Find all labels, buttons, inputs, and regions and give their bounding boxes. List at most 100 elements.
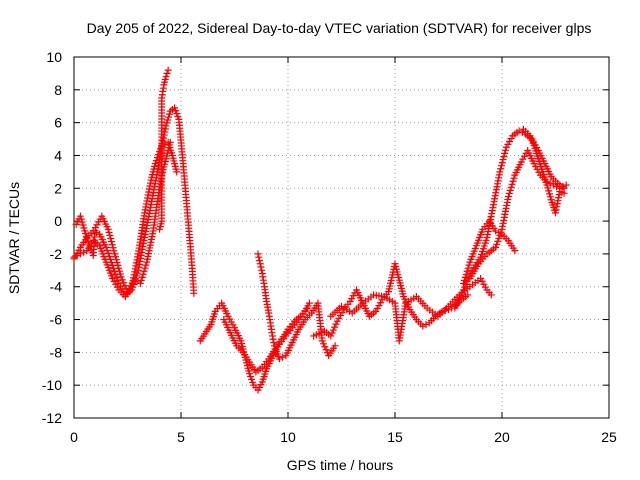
data-point <box>136 279 144 287</box>
y-axis-ticks: -12 -10 -8 -6 -4 -2 0 2 4 6 8 10 <box>42 49 609 426</box>
data-point <box>256 260 264 268</box>
data-point <box>331 342 339 350</box>
data-point <box>554 197 562 205</box>
y-tick-label: -4 <box>50 279 63 295</box>
data-point <box>327 332 335 340</box>
x-tick: 20 <box>494 57 510 445</box>
data-point <box>552 206 560 214</box>
data-point <box>164 116 172 124</box>
data-point <box>501 149 509 157</box>
data-point <box>461 273 469 281</box>
data-point <box>173 168 181 176</box>
data-point <box>504 192 512 200</box>
data-point <box>120 279 128 287</box>
data-point <box>518 128 526 136</box>
data-point <box>329 326 337 334</box>
data-point <box>506 186 514 194</box>
data-point <box>190 289 198 297</box>
x-tick-label: 15 <box>387 429 403 445</box>
data-point <box>138 273 146 281</box>
y-tick-label: -10 <box>42 377 62 393</box>
data-point <box>509 177 517 185</box>
data-point <box>165 113 173 121</box>
data-point <box>163 69 171 77</box>
data-point <box>546 193 554 201</box>
data-point <box>114 276 122 284</box>
data-point <box>80 224 88 232</box>
data-point <box>498 159 506 167</box>
data-point <box>493 240 501 248</box>
data-point <box>107 235 115 243</box>
data-point <box>105 228 113 236</box>
data-point <box>492 243 500 251</box>
data-point <box>496 168 504 176</box>
data-point <box>328 329 336 337</box>
data-point <box>303 304 311 312</box>
data-point <box>487 291 495 299</box>
y-tick-label: 10 <box>46 49 62 65</box>
data-point <box>107 238 115 246</box>
x-tick-label: 20 <box>494 429 510 445</box>
data-point <box>142 261 150 269</box>
data-point <box>501 146 509 154</box>
x-tick: 5 <box>177 57 185 445</box>
y-tick: -6 <box>50 312 609 328</box>
data-point <box>500 152 508 160</box>
series-track-4 <box>156 66 172 233</box>
data-point <box>496 231 504 239</box>
data-point <box>508 180 516 188</box>
data-point <box>109 244 117 252</box>
data-point <box>321 343 329 351</box>
y-tick-label: -2 <box>50 246 63 262</box>
data-point <box>106 231 114 239</box>
data-point <box>255 256 263 264</box>
data-point <box>553 203 561 211</box>
data-point <box>140 267 148 275</box>
y-axis-label: SDTVAR / TECUs <box>6 182 22 294</box>
y-tick: -10 <box>42 377 609 393</box>
y-tick: 8 <box>54 82 609 98</box>
data-point <box>76 250 84 258</box>
y-tick-label: 6 <box>54 115 62 131</box>
data-point <box>254 250 262 258</box>
data-point <box>77 215 85 223</box>
data-point <box>320 340 328 348</box>
data-point <box>322 346 330 354</box>
data-point <box>117 273 125 281</box>
data-point <box>257 263 265 271</box>
data-point <box>505 189 513 197</box>
data-point <box>463 267 471 275</box>
data-point <box>269 335 277 343</box>
data-point <box>139 270 147 278</box>
y-tick-label: 8 <box>54 82 62 98</box>
data-point <box>507 183 515 191</box>
data-point <box>495 234 503 242</box>
x-tick-label: 10 <box>280 429 296 445</box>
y-tick: -4 <box>50 279 609 295</box>
series-track-7 <box>254 250 339 363</box>
x-tick: 10 <box>280 57 296 445</box>
x-tick-label: 25 <box>601 429 617 445</box>
data-point <box>108 241 116 249</box>
data-point <box>70 253 78 261</box>
x-tick: 25 <box>601 57 617 445</box>
data-point <box>80 248 88 256</box>
data-point <box>165 110 173 118</box>
data-point <box>511 247 519 255</box>
data-point <box>270 342 278 350</box>
data-point <box>110 247 118 255</box>
y-tick-label: -6 <box>50 312 63 328</box>
series-track-3 <box>72 138 174 296</box>
data-point <box>497 165 505 173</box>
data-point <box>546 190 554 198</box>
data-point <box>166 138 174 146</box>
data-point <box>305 299 313 307</box>
data-point <box>162 73 170 81</box>
data-point <box>130 276 138 284</box>
x-tick-label: 5 <box>177 429 185 445</box>
data-point <box>549 181 557 189</box>
data-point <box>465 261 473 269</box>
data-point <box>258 266 266 274</box>
data-point <box>161 125 169 133</box>
x-tick-label: 0 <box>70 429 78 445</box>
